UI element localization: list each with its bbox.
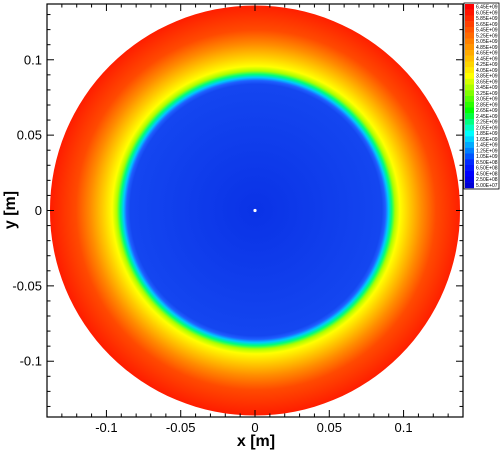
colorbar-swatch: [465, 107, 474, 114]
colorbar-swatch: [465, 113, 474, 120]
colorbar-label: 6.05E+09: [476, 10, 498, 16]
colorbar-swatch: [465, 4, 474, 10]
colorbar-legend: 6.45E+096.05E+095.85E+095.65E+095.45E+09…: [463, 2, 500, 190]
colorbar-labels: 6.45E+096.05E+095.85E+095.65E+095.45E+09…: [476, 5, 498, 189]
colorbar-swatch: [465, 78, 474, 85]
colorbar-label: 5.05E+09: [476, 39, 498, 45]
colorbar-label: 5.25E+09: [476, 33, 498, 39]
colorbar-swatch: [465, 84, 474, 91]
y-axis-tick-labels: -0.1 -0.05 0 0.05 0.1: [12, 52, 42, 368]
colorbar-label: 1.85E+09: [476, 131, 498, 137]
colorbar-swatch: [465, 119, 474, 125]
x-tick-label: 0.05: [317, 420, 342, 435]
x-tick-label: 0.1: [395, 420, 413, 435]
colorbar-label: 2.05E+09: [476, 125, 498, 131]
plot-area: [49, 5, 461, 416]
colorbar-label: 5.85E+09: [476, 16, 498, 22]
colorbar-swatch: [465, 124, 474, 131]
colorbar-label: 4.85E+09: [476, 45, 498, 51]
colorbar-swatch: [465, 130, 474, 137]
colorbar-swatch: [465, 182, 474, 189]
colorbar-swatch: [465, 165, 474, 171]
x-axis-tick-labels: -0.1 -0.05 0 0.05 0.1: [95, 420, 412, 435]
center-marker: [253, 208, 257, 213]
colorbar-label: 4.50E+08: [476, 171, 498, 177]
x-tick-label: -0.1: [95, 420, 117, 435]
x-tick-label: 0: [251, 420, 258, 435]
colorbar-swatch: [465, 50, 474, 56]
colorbar-swatch: [465, 147, 474, 154]
colorbar-label: 2.85E+09: [476, 102, 498, 108]
colorbar-swatch: [465, 61, 474, 68]
colorbar-label: 2.45E+09: [476, 114, 498, 120]
colorbar-swatch: [465, 159, 474, 166]
y-tick-label: 0.05: [17, 128, 42, 143]
colorbar-label: 3.25E+09: [476, 91, 498, 97]
y-tick-label: 0: [35, 203, 42, 218]
colorbar-label: 1.25E+09: [476, 148, 498, 154]
colorbar-label: 5.45E+09: [476, 28, 498, 34]
y-tick-label: 0.1: [24, 52, 42, 67]
colorbar-swatch: [465, 153, 474, 160]
colorbar-label: 4.05E+09: [476, 68, 498, 74]
colorbar-swatch: [465, 136, 474, 143]
colorbar-label: 5.65E+09: [476, 22, 498, 28]
y-axis-ticks: [47, 14, 463, 407]
colorbar-swatch: [465, 101, 474, 108]
colorbar-swatch: [465, 9, 474, 16]
colorbar-swatch: [465, 27, 474, 33]
colorbar-label: 1.05E+09: [476, 154, 498, 160]
colorbar-label: 6.45E+09: [476, 5, 498, 11]
colorbar-label: 3.65E+09: [476, 79, 498, 85]
colorbar-swatch: [465, 38, 474, 45]
colorbar-swatch: [465, 21, 474, 28]
colorbar-swatch: [465, 55, 474, 62]
colorbar-label: 8.50E+08: [476, 160, 498, 166]
colorbar-label: 3.45E+09: [476, 85, 498, 91]
colorbar-swatch: [465, 32, 474, 39]
colorbar-label: 4.25E+09: [476, 62, 498, 68]
colorbar-label: 6.50E+08: [476, 166, 498, 172]
colorbar-label: 3.05E+09: [476, 97, 498, 103]
colorbar-swatch: [465, 15, 474, 22]
colorbar-label: 3.85E+09: [476, 74, 498, 80]
x-axis-ticks: [61, 4, 449, 417]
colorbar-label: 2.25E+09: [476, 120, 498, 126]
colorbar-swatch: [465, 67, 474, 74]
x-tick-label: -0.05: [166, 420, 196, 435]
colorbar-swatch: [465, 44, 474, 51]
colorbar-label: 1.65E+09: [476, 137, 498, 143]
y-tick-label: -0.05: [12, 278, 42, 293]
colorbar-swatch: [465, 142, 474, 148]
y-axis-title: y [m]: [2, 191, 19, 229]
x-axis-title: x [m]: [237, 433, 275, 450]
y-tick-label: -0.1: [20, 354, 42, 369]
colorbar-label: 5.00E+07: [476, 183, 498, 189]
colorbar-swatch: [465, 73, 474, 79]
colorbar-swatch: [465, 170, 474, 177]
colorbar-swatch: [465, 96, 474, 102]
colorbar-label: 4.45E+09: [476, 56, 498, 62]
colorbar-swatch: [465, 176, 474, 183]
colorbar-swatch: [465, 90, 474, 97]
colorbar-label: 1.45E+09: [476, 143, 498, 149]
colorbar-label: 4.65E+09: [476, 51, 498, 57]
colorbar-label: 2.65E+09: [476, 108, 498, 114]
colorbar-swatches: [465, 4, 474, 189]
colorbar-label: 2.50E+08: [476, 177, 498, 183]
